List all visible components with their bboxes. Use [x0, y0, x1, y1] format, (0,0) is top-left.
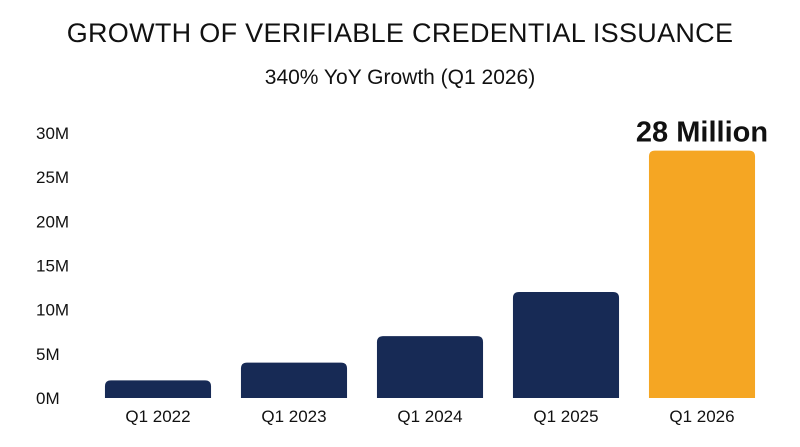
x-tick-label: Q1 2026 — [669, 407, 734, 426]
bar-q1-2023 — [240, 362, 348, 398]
chart-subtitle: 340% YoY Growth (Q1 2026) — [264, 66, 536, 89]
x-tick-label: Q1 2024 — [397, 407, 462, 426]
chart-title: GROWTH OF VERIFIABLE CREDENTIAL ISSUANCE — [66, 18, 734, 48]
y-tick-label: 0M — [36, 389, 60, 408]
bar-q1-2022 — [104, 380, 212, 398]
y-tick-label: 5M — [36, 345, 60, 364]
x-tick-label: Q1 2025 — [533, 407, 598, 426]
y-tick-label: 10M — [36, 301, 69, 320]
y-tick-label: 25M — [36, 168, 69, 187]
bar-q1-2024 — [376, 336, 484, 398]
bar-q1-2026 — [648, 150, 756, 398]
bar-q1-2025 — [512, 292, 620, 398]
x-tick-label: Q1 2023 — [261, 407, 326, 426]
y-tick-label: 20M — [36, 212, 69, 231]
y-tick-label: 15M — [36, 257, 69, 276]
y-tick-label: 30M — [36, 124, 69, 143]
x-tick-label: Q1 2022 — [125, 407, 190, 426]
bar-value-annotation: 28 Million — [636, 117, 768, 149]
